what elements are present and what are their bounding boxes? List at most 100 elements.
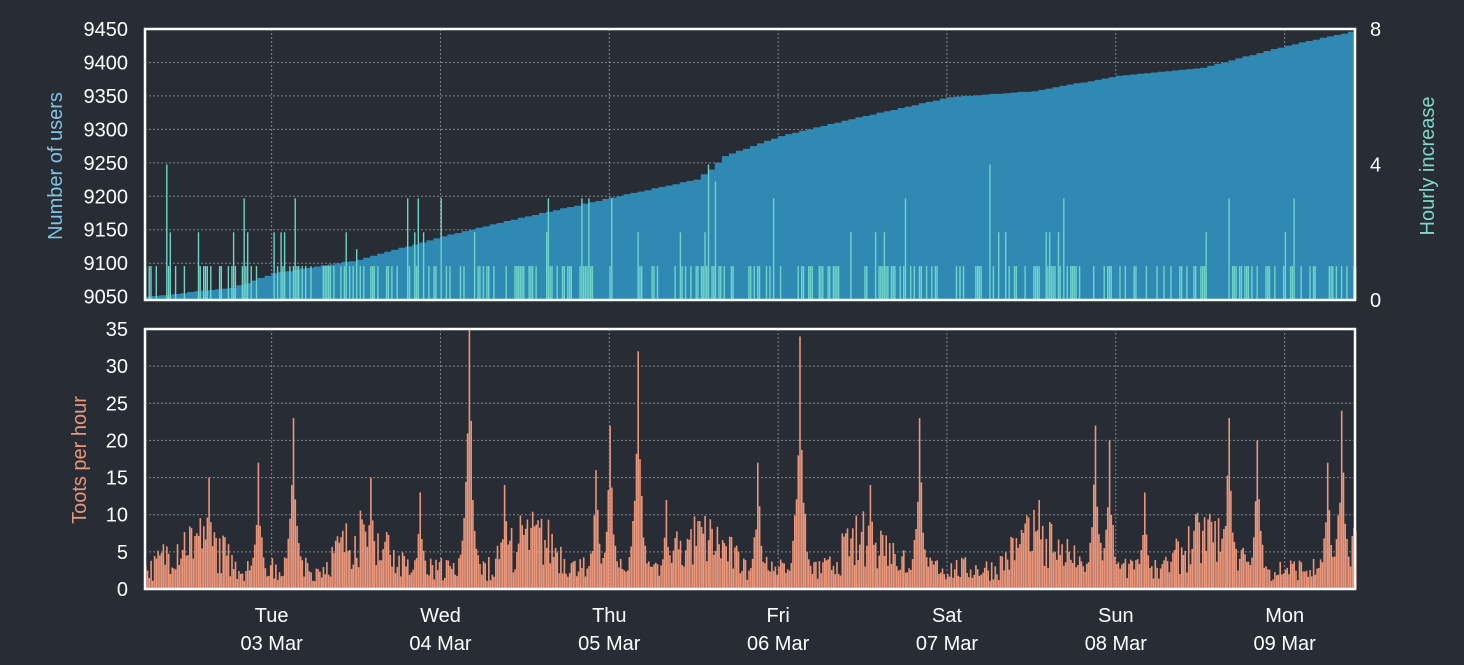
- toots-bar: [173, 568, 175, 589]
- hourly-increase-bar: [1195, 266, 1197, 300]
- hourly-y-tick-label: 8: [1370, 19, 1381, 41]
- toots-bar: [1342, 472, 1345, 589]
- toots-bar: [883, 555, 886, 589]
- toots-bar: [1216, 561, 1218, 589]
- toots-bar: [1049, 522, 1051, 589]
- hourly-increase-bar: [359, 266, 361, 300]
- toots-bar: [987, 570, 989, 589]
- toots-bar: [1210, 521, 1213, 589]
- toots-bar: [955, 560, 958, 589]
- toots-bar: [1038, 499, 1040, 589]
- toots-bar: [199, 518, 202, 589]
- toots-bar: [148, 578, 151, 589]
- toots-bar: [340, 537, 342, 589]
- hourly-increase-bar: [549, 266, 551, 300]
- toots-bar: [1251, 557, 1253, 589]
- hourly-increase-bar: [1179, 266, 1181, 300]
- hourly-increase-bar: [590, 266, 592, 300]
- toots-bar: [493, 576, 495, 589]
- toots-bar: [319, 571, 321, 589]
- hourly-increase-bar: [609, 266, 611, 300]
- toots-bar: [468, 329, 471, 589]
- hourly-increase-bar: [505, 266, 507, 300]
- toots-bar: [398, 555, 400, 589]
- toots-bar: [370, 477, 372, 589]
- toots-bar: [1312, 559, 1315, 589]
- hourly-increase-bar: [407, 198, 409, 300]
- hourly-increase-bar: [435, 266, 437, 300]
- hourly-increase-bar: [305, 266, 307, 300]
- toots-bar: [1098, 534, 1100, 589]
- toots-bar: [1221, 538, 1223, 589]
- toots-bar: [1212, 542, 1215, 589]
- toots-bar: [1050, 523, 1053, 589]
- hourly-increase-bar: [210, 266, 212, 300]
- toots-bar: [438, 562, 441, 589]
- hourly-increase-bar: [551, 266, 553, 300]
- toots-bar: [714, 551, 717, 589]
- toots-bar: [683, 566, 685, 589]
- toots-bar: [1177, 541, 1179, 589]
- hourly-increase-bar: [899, 266, 901, 300]
- hourly-increase-bar: [486, 266, 488, 300]
- hourly-increase-bar: [1078, 266, 1081, 300]
- toots-bar: [282, 575, 284, 589]
- toots-bar: [1339, 502, 1341, 589]
- hourly-increase-bar: [199, 266, 201, 300]
- hourly-increase-bar: [1251, 266, 1253, 300]
- toots-bar: [785, 572, 787, 589]
- toots-bar: [421, 539, 423, 589]
- hourly-increase-bar: [702, 266, 704, 300]
- toots-bar: [327, 574, 330, 589]
- toots-bar: [166, 546, 168, 589]
- toots-bar: [628, 557, 631, 589]
- hourly-increase-bar: [797, 266, 799, 300]
- toots-bar: [1144, 492, 1146, 589]
- hourly-increase-bar: [327, 266, 330, 300]
- toots-bar: [595, 470, 597, 589]
- hourly-increase-bar: [197, 232, 200, 301]
- toots-y-ticks: 0 5 10 15 20 25 30 35: [106, 319, 128, 601]
- toots-bar: [301, 560, 304, 589]
- toots-bar: [1268, 569, 1271, 589]
- toots-bar: [641, 496, 643, 589]
- toots-bar: [1151, 566, 1153, 589]
- toots-bar: [711, 528, 713, 589]
- toots-bar: [452, 563, 455, 589]
- hourly-increase-bar: [920, 266, 922, 300]
- toots-bar: [495, 558, 497, 589]
- hourly-y-tick-label: 4: [1370, 155, 1381, 177]
- toots-bar: [155, 558, 158, 589]
- hourly-increase-bar: [326, 266, 328, 300]
- hourly-increase-bar: [913, 266, 915, 300]
- toots-bar: [1272, 579, 1274, 589]
- toots-bar: [625, 571, 627, 589]
- toots-bar: [187, 555, 189, 589]
- hourly-increase-group: [145, 164, 1357, 301]
- toots-bar: [275, 564, 277, 589]
- toots-bar: [746, 579, 749, 589]
- hourly-increase-bar: [1186, 266, 1188, 300]
- toots-bar: [975, 565, 977, 589]
- toots-bar: [1325, 522, 1327, 589]
- toots-bar: [859, 544, 861, 589]
- toots-bar: [1108, 440, 1111, 589]
- toots-bar: [1193, 530, 1195, 589]
- toots-bar: [1149, 568, 1151, 589]
- toots-bar: [1333, 556, 1336, 589]
- toots-bar: [633, 500, 636, 589]
- toots-bar: [1304, 571, 1306, 589]
- toots-bar: [240, 573, 242, 589]
- toots-bar: [236, 579, 239, 589]
- toots-bar: [273, 578, 275, 589]
- hourly-increase-bar: [433, 266, 435, 300]
- toots-panel: 0 5 10 15 20 25 30 35 Toots per hour: [69, 319, 1357, 601]
- toots-bar: [465, 481, 467, 589]
- toots-bar: [1114, 556, 1116, 589]
- toots-bar: [593, 515, 596, 589]
- users-y-tick-label: 9250: [84, 153, 129, 175]
- hourly-increase-bar: [936, 266, 938, 300]
- hourly-increase-bar: [894, 266, 896, 300]
- toots-bar: [1198, 522, 1201, 589]
- toots-bar: [1295, 570, 1297, 589]
